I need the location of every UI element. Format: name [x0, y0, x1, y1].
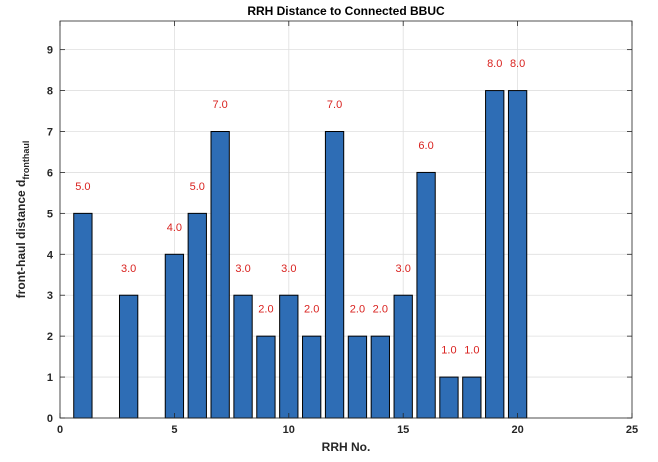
bar	[439, 376, 459, 419]
y-tick-label: 7	[47, 127, 53, 139]
bar	[256, 335, 276, 419]
plot-frame	[59, 20, 633, 419]
bar	[73, 212, 93, 419]
y-axis-label-subscript: fronthaul	[21, 141, 31, 180]
bar	[370, 335, 390, 419]
x-tick-label: 10	[283, 424, 295, 436]
bar	[279, 294, 299, 419]
x-axis: 0 5 10 15 20 25	[57, 21, 638, 436]
data-label: 4.0	[167, 222, 182, 234]
data-label: 3.0	[235, 263, 250, 275]
data-label: 2.0	[304, 304, 319, 316]
bar	[233, 294, 253, 419]
y-tick-label: 9	[47, 45, 53, 57]
y-tick-label: 4	[47, 249, 54, 261]
bar	[507, 90, 528, 419]
y-tick-label: 3	[47, 290, 53, 302]
bar	[416, 171, 436, 419]
plot-area	[60, 21, 632, 418]
data-label: 3.0	[281, 263, 296, 275]
x-tick-label: 15	[397, 424, 409, 436]
bar	[210, 131, 230, 419]
bar-series	[73, 90, 528, 419]
y-tick-label: 0	[47, 413, 53, 425]
data-label: 1.0	[464, 345, 479, 357]
bar	[187, 212, 207, 419]
bar	[347, 335, 368, 419]
data-label: 7.0	[327, 99, 342, 111]
data-label: 7.0	[213, 99, 228, 111]
data-label: 2.0	[258, 304, 273, 316]
bar	[485, 90, 505, 419]
y-tick-label: 5	[47, 208, 53, 220]
data-label: 8.0	[487, 58, 502, 70]
x-tick-label: 25	[626, 424, 638, 436]
bar	[164, 253, 185, 419]
y-tick-label: 6	[47, 167, 53, 179]
data-labels: 5.0 3.0 4.0 5.0 7.0 3.0 2.0 3.0 2.0 7.0 2.0 2.0 3.0 6…	[75, 58, 525, 356]
data-label: 6.0	[418, 140, 433, 152]
bar	[302, 335, 322, 419]
y-tick-label: 8	[47, 86, 53, 98]
bar	[393, 294, 413, 419]
data-label: 3.0	[396, 263, 411, 275]
data-label: 1.0	[441, 345, 456, 357]
chart-title: RRH Distance to Connected BBUC	[247, 4, 445, 18]
data-label: 3.0	[121, 263, 136, 275]
y-axis-label: front-haul distance dfronthaul	[14, 141, 31, 299]
bar	[324, 131, 345, 419]
data-label: 5.0	[75, 181, 90, 193]
x-tick-label: 0	[57, 424, 63, 436]
x-tick-label: 20	[511, 424, 523, 436]
x-axis-label: RRH No.	[322, 440, 371, 454]
y-axis-label-main: front-haul distance d	[14, 180, 28, 299]
y-tick-label: 1	[47, 372, 53, 384]
bar	[118, 294, 139, 419]
bar	[462, 376, 482, 419]
data-label: 5.0	[190, 181, 205, 193]
x-tick-label: 5	[171, 424, 177, 436]
y-tick-label: 2	[47, 331, 53, 343]
y-axis: 0 1 2 3 4 5 6 7 8 9	[47, 45, 632, 425]
data-label: 2.0	[373, 304, 388, 316]
data-label: 8.0	[510, 58, 525, 70]
data-label: 2.0	[350, 304, 365, 316]
